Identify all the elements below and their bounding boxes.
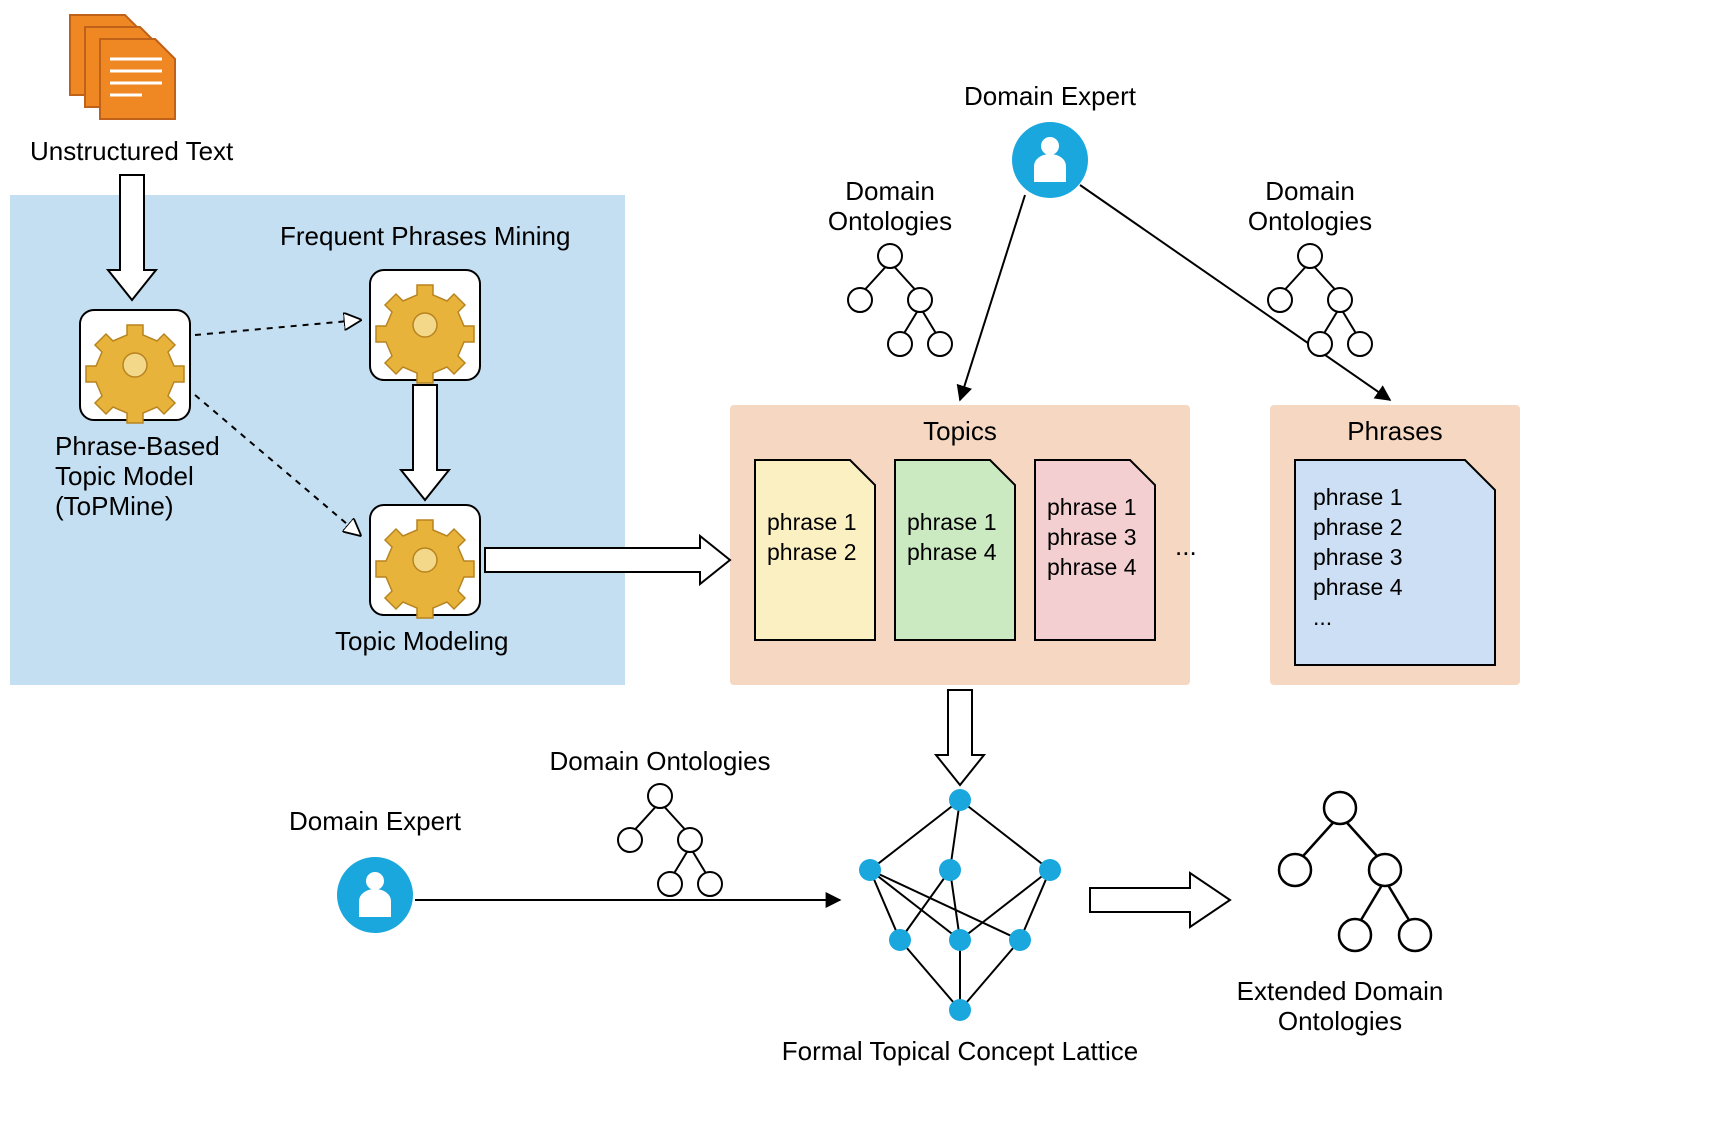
svg-text:phrase 2: phrase 2 — [1313, 514, 1403, 540]
domain-expert-top-label: Domain Expert — [964, 81, 1137, 111]
topmine-label-3: (ToPMine) — [55, 491, 173, 521]
unstructured-text-icon — [70, 15, 175, 119]
topic-card-1: phrase 1 phrase 2 — [755, 460, 875, 640]
domain-ont-tl-label2: Ontologies — [828, 206, 952, 236]
topic-modeling-label: Topic Modeling — [335, 626, 508, 656]
ontology-tree-tl — [848, 244, 952, 356]
topic-card-2: phrase 1 phrase 4 — [895, 460, 1015, 640]
ontology-tree-tr — [1268, 244, 1372, 356]
domain-ont-tl-label1: Domain — [845, 176, 935, 206]
svg-text:phrase 1: phrase 1 — [767, 509, 857, 535]
arrow-expert-to-topics — [960, 195, 1025, 400]
phrases-title: Phrases — [1347, 416, 1442, 446]
phrase-card: phrase 1 phrase 2 phrase 3 phrase 4 ... — [1295, 460, 1495, 665]
svg-text:phrase 4: phrase 4 — [907, 539, 997, 565]
svg-text:phrase 1: phrase 1 — [1313, 484, 1403, 510]
topmine-label-1: Phrase-Based — [55, 431, 220, 461]
extended-label-1: Extended Domain — [1237, 976, 1444, 1006]
topic-modeling-box — [370, 505, 480, 618]
svg-text:phrase 4: phrase 4 — [1313, 574, 1403, 600]
lattice-label: Formal Topical Concept Lattice — [782, 1036, 1138, 1066]
ontology-tree-bottom — [618, 784, 722, 896]
domain-expert-top-icon — [1012, 122, 1088, 198]
freq-mining-box — [370, 270, 480, 383]
flowchart-diagram: Unstructured Text Phrase-Based Topic Mod… — [0, 0, 1716, 1121]
extended-label-2: Ontologies — [1278, 1006, 1402, 1036]
svg-text:phrase 3: phrase 3 — [1047, 524, 1137, 550]
svg-text:...: ... — [1313, 604, 1332, 630]
domain-expert-bottom-label: Domain Expert — [289, 806, 462, 836]
svg-text:phrase 1: phrase 1 — [1047, 494, 1137, 520]
topic-card-3: phrase 1 phrase 3 phrase 4 — [1035, 460, 1155, 640]
ontology-tree-extended — [1279, 792, 1431, 951]
arrow-lattice-to-extended — [1090, 873, 1230, 927]
topics-title: Topics — [923, 416, 997, 446]
domain-ont-tr-label2: Ontologies — [1248, 206, 1372, 236]
topmine-box — [80, 310, 190, 423]
freq-mining-label: Frequent Phrases Mining — [280, 221, 570, 251]
ellipsis: ... — [1175, 531, 1197, 561]
svg-text:phrase 4: phrase 4 — [1047, 554, 1137, 580]
domain-ont-tr-label1: Domain — [1265, 176, 1355, 206]
domain-expert-bottom-icon — [337, 857, 413, 933]
concept-lattice — [859, 789, 1061, 1021]
svg-text:phrase 1: phrase 1 — [907, 509, 997, 535]
svg-text:phrase 2: phrase 2 — [767, 539, 857, 565]
domain-ont-bottom-label: Domain Ontologies — [549, 746, 770, 776]
unstructured-text-label: Unstructured Text — [30, 136, 234, 166]
svg-text:phrase 3: phrase 3 — [1313, 544, 1403, 570]
topmine-label-2: Topic Model — [55, 461, 194, 491]
arrow-topics-to-lattice — [936, 690, 984, 785]
